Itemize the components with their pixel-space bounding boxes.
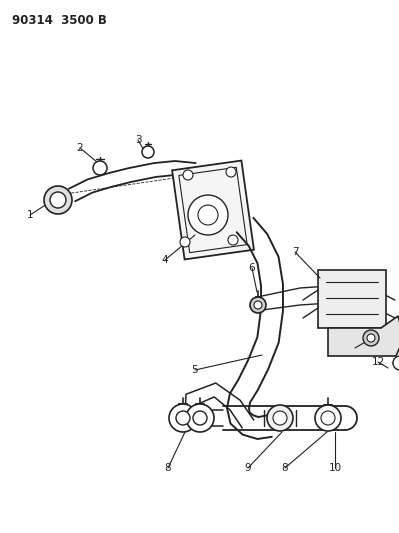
Bar — [179, 167, 247, 253]
Circle shape — [321, 411, 335, 425]
Text: 8: 8 — [165, 463, 171, 473]
Polygon shape — [328, 316, 399, 356]
Text: 2: 2 — [77, 143, 83, 153]
Circle shape — [183, 170, 193, 180]
Circle shape — [93, 161, 107, 175]
Text: 8: 8 — [282, 463, 288, 473]
Bar — [318, 270, 386, 328]
Text: 3: 3 — [135, 135, 141, 145]
Circle shape — [188, 195, 228, 235]
Text: 7: 7 — [292, 247, 298, 257]
Text: 10: 10 — [328, 463, 342, 473]
Circle shape — [186, 404, 214, 432]
Circle shape — [267, 405, 293, 431]
Text: 5: 5 — [192, 365, 198, 375]
Circle shape — [142, 146, 154, 158]
Circle shape — [250, 297, 266, 313]
Text: 1: 1 — [27, 210, 33, 220]
Text: 12: 12 — [371, 357, 385, 367]
Circle shape — [180, 237, 190, 247]
Circle shape — [169, 404, 197, 432]
Circle shape — [44, 186, 72, 214]
Text: 11: 11 — [365, 333, 379, 343]
Circle shape — [363, 330, 379, 346]
Circle shape — [198, 205, 218, 225]
Circle shape — [367, 334, 375, 342]
Bar — [172, 160, 254, 260]
Circle shape — [315, 405, 341, 431]
Circle shape — [393, 356, 399, 370]
Circle shape — [193, 411, 207, 425]
Circle shape — [50, 192, 66, 208]
Text: 9: 9 — [245, 463, 251, 473]
Circle shape — [273, 411, 287, 425]
Circle shape — [176, 411, 190, 425]
Circle shape — [226, 167, 236, 177]
Text: 4: 4 — [162, 255, 168, 265]
Circle shape — [254, 301, 262, 309]
Circle shape — [228, 235, 238, 245]
Text: 90314  3500 B: 90314 3500 B — [12, 14, 107, 27]
Text: 6: 6 — [249, 263, 255, 273]
